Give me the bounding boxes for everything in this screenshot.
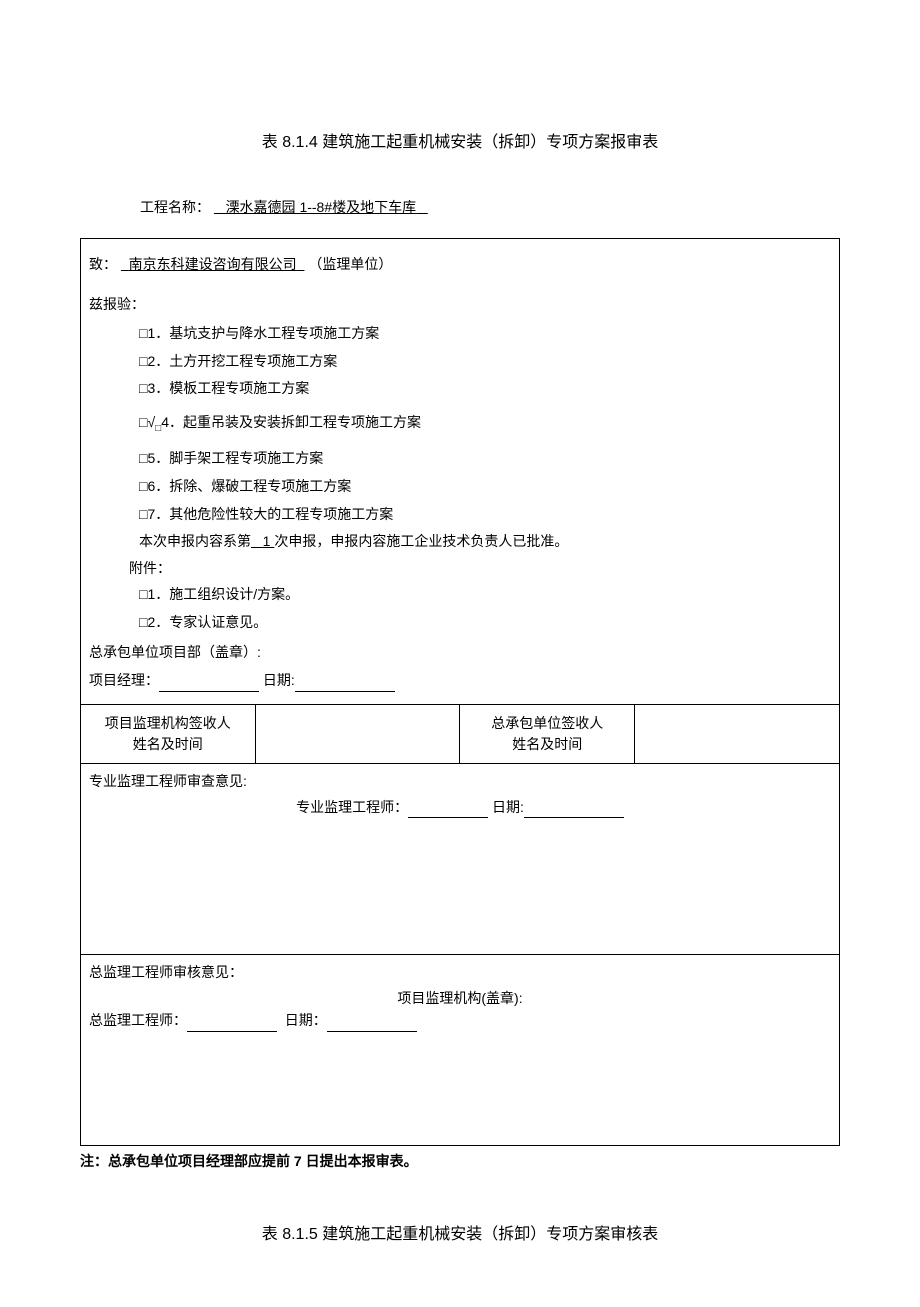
footnote: 注：总承包单位项目经理部应提前 7 日提出本报审表。 xyxy=(80,1150,840,1172)
review2-date-blank[interactable] xyxy=(327,1016,417,1031)
checklist-item-5[interactable]: 5．脚手架工程专项施工方案 xyxy=(139,447,831,471)
pm-blank[interactable] xyxy=(159,676,259,691)
submission-suffix: 次申报，申报内容施工企业技术负责人已批准。 xyxy=(274,533,568,549)
review2-header: 总监理工程师审核意见： xyxy=(89,961,831,983)
checklist-item-4[interactable]: □√□4．起重吊装及安装拆卸工程专项施工方案 xyxy=(139,411,831,437)
pm-label: 项目经理： xyxy=(89,672,159,688)
submission-prefix: 本次申报内容系第 xyxy=(139,533,251,549)
pm-line: 项目经理： 日期: xyxy=(89,669,831,691)
sig-col1-label: 项目监理机构签收人姓名及时间 xyxy=(81,704,256,763)
pm-date-blank[interactable] xyxy=(295,676,395,691)
checklist-item-1[interactable]: 1．基坑支护与降水工程专项施工方案 xyxy=(139,322,831,346)
checklist-item-3[interactable]: 3．模板工程专项施工方案 xyxy=(139,377,831,401)
checklist-item-6[interactable]: 6．拆除、爆破工程专项施工方案 xyxy=(139,475,831,499)
review1-signer-label: 专业监理工程师： xyxy=(296,799,408,815)
footer-title: 表 8.1.5 建筑施工起重机械安装（拆卸）专项方案审核表 xyxy=(80,1222,840,1248)
attachment-label: 附件： xyxy=(129,557,831,579)
attachment-list: 1．施工组织设计/方案。 2．专家认证意见。 xyxy=(139,583,831,635)
review2-section: 总监理工程师审核意见： 项目监理机构(盖章): 总监理工程师： 日期： xyxy=(81,955,839,1145)
review2-signer-blank[interactable] xyxy=(187,1016,277,1031)
review2-signer-line: 总监理工程师： 日期： xyxy=(89,1009,831,1031)
top-section: 致： 南京东科建设咨询有限公司 （监理单位） 兹报验： 1．基坑支护与降水工程专… xyxy=(81,239,839,704)
main-form-table: 致： 南京东科建设咨询有限公司 （监理单位） 兹报验： 1．基坑支护与降水工程专… xyxy=(80,238,840,1146)
to-company: 南京东科建设咨询有限公司 xyxy=(121,253,305,275)
attachment-item-2[interactable]: 2．专家认证意见。 xyxy=(139,611,831,635)
sig-col3-value[interactable] xyxy=(635,704,840,763)
pm-date-label: 日期: xyxy=(263,672,295,688)
project-name-line: 工程名称： 溧水嘉德园 1--8#楼及地下车库 xyxy=(140,196,840,218)
page-title: 表 8.1.4 建筑施工起重机械安装（拆卸）专项方案报审表 xyxy=(80,130,840,156)
project-label: 工程名称： xyxy=(140,199,210,215)
submission-line: 本次申报内容系第 1 次申报，申报内容施工企业技术负责人已批准。 xyxy=(139,530,831,552)
submission-count: 1 xyxy=(263,533,271,549)
sig-col1-value[interactable] xyxy=(255,704,460,763)
checklist-item-2[interactable]: 2．土方开挖工程专项施工方案 xyxy=(139,350,831,374)
to-suffix: （监理单位） xyxy=(308,256,392,272)
to-line: 致： 南京东科建设咨询有限公司 （监理单位） xyxy=(89,253,831,275)
review2-stamp: 项目监理机构(盖章): xyxy=(89,987,831,1009)
checklist-item-7[interactable]: 7．其他危险性较大的工程专项施工方案 xyxy=(139,503,831,527)
review1-signer-line: 专业监理工程师： 日期: xyxy=(89,796,831,818)
project-value: 溧水嘉德园 1--8#楼及地下车库 xyxy=(214,196,428,218)
review1-signer-blank[interactable] xyxy=(408,803,488,818)
checklist: 1．基坑支护与降水工程专项施工方案 2．土方开挖工程专项施工方案 3．模板工程专… xyxy=(139,322,831,527)
sig-col3-label: 总承包单位签收人姓名及时间 xyxy=(460,704,635,763)
review1-date-label: 日期: xyxy=(492,799,524,815)
review1-date-blank[interactable] xyxy=(524,803,624,818)
review1-header: 专业监理工程师审查意见: xyxy=(89,770,831,792)
report-label: 兹报验： xyxy=(89,293,831,315)
review2-date-label: 日期： xyxy=(285,1012,327,1028)
review2-signer-label: 总监理工程师： xyxy=(89,1012,187,1028)
to-prefix: 致： xyxy=(89,256,117,272)
attachment-item-1[interactable]: 1．施工组织设计/方案。 xyxy=(139,583,831,607)
contractor-stamp: 总承包单位项目部（盖章）: xyxy=(89,641,831,663)
review1-section: 专业监理工程师审查意见: 专业监理工程师： 日期: xyxy=(81,764,839,954)
signature-row: 项目监理机构签收人姓名及时间 总承包单位签收人姓名及时间 xyxy=(81,704,840,763)
